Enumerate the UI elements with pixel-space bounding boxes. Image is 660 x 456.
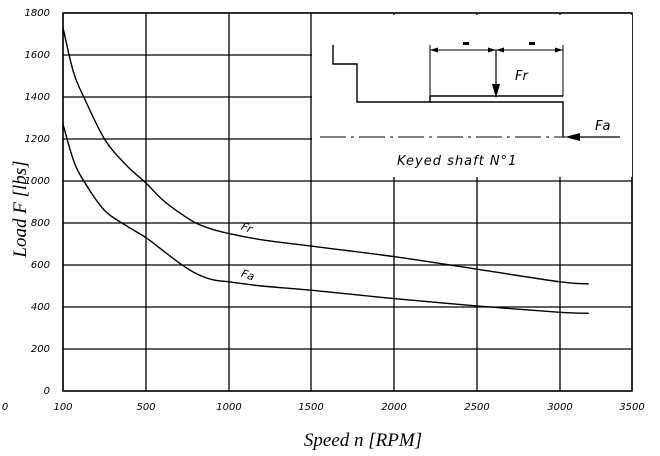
radial-force-label: Fr xyxy=(515,69,529,84)
axial-force-arrowhead xyxy=(565,133,580,141)
x-tick-label: 3500 xyxy=(619,402,644,413)
x-tick-label: 100 xyxy=(53,402,72,413)
y-tick-label: 200 xyxy=(31,344,50,355)
series-line-fr xyxy=(62,27,589,285)
x-tick-label: 2500 xyxy=(464,402,489,413)
y-tick-label: 1000 xyxy=(25,176,50,187)
plot-frame xyxy=(62,12,633,392)
y-tick-label: 1800 xyxy=(25,8,50,19)
dimension-mark-right xyxy=(529,42,535,45)
y-tick-label: 600 xyxy=(31,260,50,271)
axial-force-label: Fa xyxy=(595,119,610,134)
curves xyxy=(62,27,589,314)
x-tick-label: 1500 xyxy=(298,402,323,413)
y-tick-label: 1400 xyxy=(25,92,50,103)
shaft-shoulder xyxy=(332,45,564,137)
x-tick-label-stray: 0 xyxy=(2,402,8,413)
series-line-fa xyxy=(62,124,589,314)
x-tick-label: 3000 xyxy=(547,402,572,413)
y-tick-label: 400 xyxy=(31,302,50,313)
y-tick-label: 1200 xyxy=(25,134,50,145)
radial-force-arrowhead xyxy=(492,84,500,98)
x-axis-title: Speed n [RPM] xyxy=(304,430,422,451)
keyed-shaft-diagram xyxy=(320,42,620,141)
dimension-mark-left xyxy=(463,42,469,45)
x-tick-label: 1000 xyxy=(216,402,241,413)
y-tick-label: 800 xyxy=(31,218,50,229)
x-tick-label: 2000 xyxy=(381,402,406,413)
y-tick-label: 1600 xyxy=(25,50,50,61)
y-axis-title: Load F [lbs] xyxy=(10,160,31,258)
tick-labels: 100 500 1000 1500 2000 2500 3000 3500 0 0 200 400 60… xyxy=(2,8,645,413)
x-tick-label: 500 xyxy=(136,402,155,413)
inset-caption: Keyed shaft N°1 xyxy=(397,154,517,169)
y-tick-label: 0 xyxy=(44,386,50,397)
curve-label-fa: Fa xyxy=(240,267,257,283)
